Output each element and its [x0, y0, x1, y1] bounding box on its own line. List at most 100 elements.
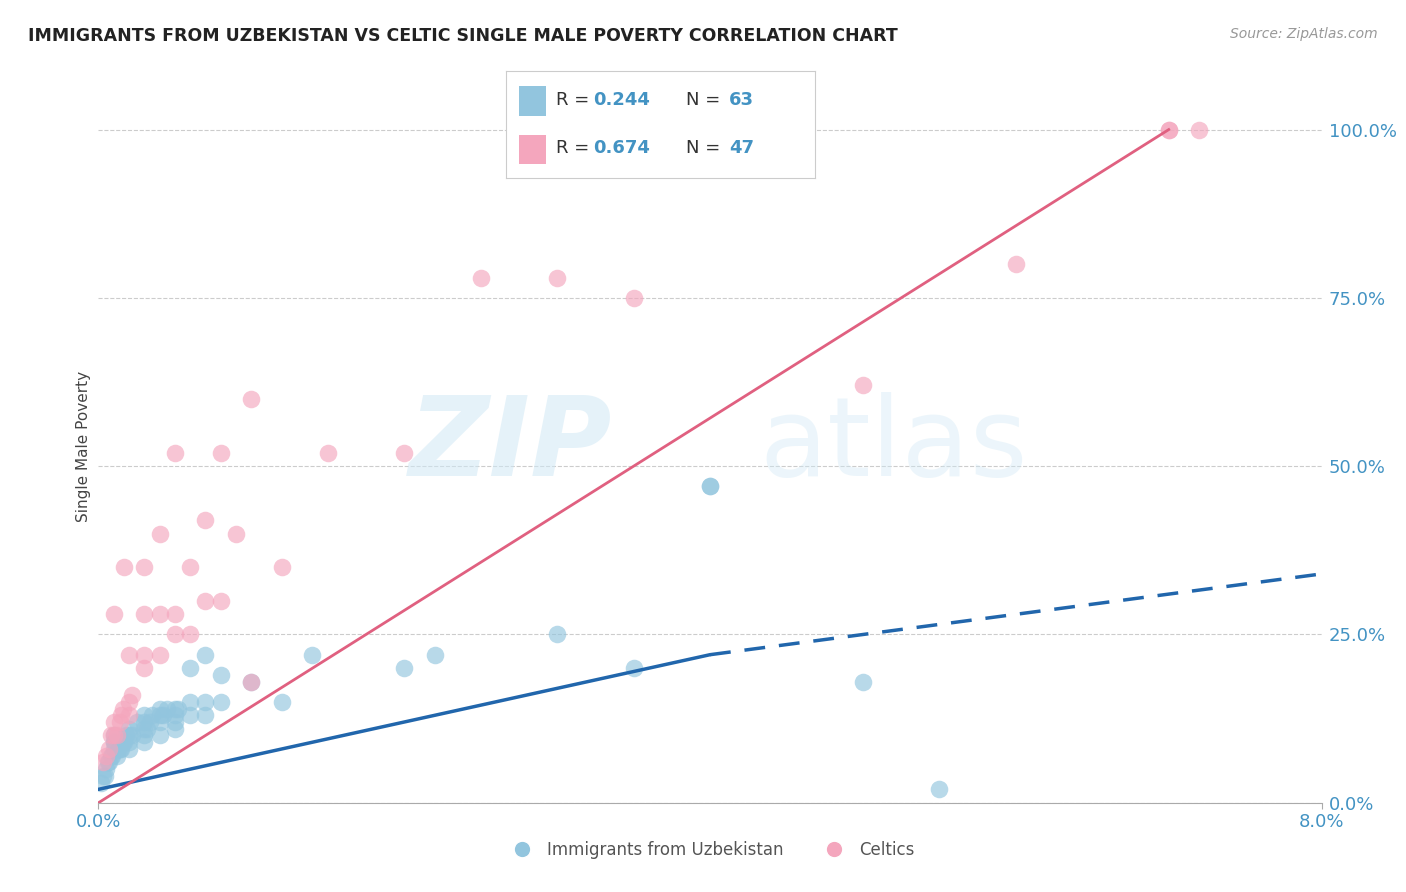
- Point: [209, 695, 232, 709]
- Bar: [519, 87, 547, 116]
- Point: [141, 708, 163, 723]
- Point: [110, 708, 132, 723]
- Point: [852, 378, 875, 392]
- Point: [152, 708, 174, 723]
- Point: [852, 674, 875, 689]
- Point: [101, 748, 124, 763]
- Point: [94, 762, 117, 776]
- Text: N =: N =: [686, 91, 725, 109]
- Point: [163, 446, 186, 460]
- Point: [103, 714, 125, 729]
- Point: [134, 729, 156, 743]
- Point: [91, 769, 114, 783]
- Point: [163, 714, 186, 729]
- Point: [546, 270, 568, 285]
- Point: [209, 446, 232, 460]
- Point: [163, 722, 186, 736]
- Point: [118, 729, 141, 743]
- Point: [98, 756, 121, 770]
- Point: [163, 627, 186, 641]
- Point: [108, 742, 131, 756]
- Point: [225, 526, 247, 541]
- Legend: Immigrants from Uzbekistan, Celtics: Immigrants from Uzbekistan, Celtics: [499, 835, 921, 866]
- Bar: [519, 135, 547, 164]
- Point: [928, 782, 950, 797]
- Point: [105, 748, 128, 763]
- Point: [194, 594, 217, 608]
- Point: [179, 661, 201, 675]
- Point: [163, 701, 186, 715]
- Point: [103, 729, 125, 743]
- Point: [240, 674, 263, 689]
- Point: [93, 769, 115, 783]
- Point: [194, 708, 217, 723]
- Text: 47: 47: [728, 139, 754, 157]
- Point: [240, 392, 263, 406]
- Point: [134, 648, 156, 662]
- Point: [392, 446, 416, 460]
- Point: [134, 607, 156, 622]
- Point: [623, 661, 645, 675]
- Point: [301, 648, 323, 662]
- Point: [103, 735, 125, 749]
- Text: atlas: atlas: [759, 392, 1028, 500]
- Point: [179, 560, 201, 574]
- Point: [270, 560, 294, 574]
- Point: [167, 701, 190, 715]
- Point: [699, 479, 721, 493]
- Point: [316, 446, 339, 460]
- Text: R =: R =: [555, 91, 595, 109]
- Point: [139, 714, 162, 729]
- Point: [1157, 122, 1180, 136]
- Point: [149, 708, 172, 723]
- Point: [699, 479, 721, 493]
- Text: ZIP: ZIP: [409, 392, 612, 500]
- Point: [179, 627, 201, 641]
- Point: [470, 270, 492, 285]
- Point: [103, 607, 125, 622]
- Text: 63: 63: [728, 91, 754, 109]
- Point: [149, 714, 172, 729]
- Point: [134, 560, 156, 574]
- Point: [134, 714, 156, 729]
- Point: [134, 708, 156, 723]
- Point: [118, 708, 141, 723]
- Point: [118, 742, 141, 756]
- Point: [100, 729, 122, 743]
- Point: [209, 668, 232, 682]
- Point: [194, 695, 217, 709]
- Point: [91, 756, 114, 770]
- Point: [1157, 122, 1180, 136]
- Point: [118, 722, 141, 736]
- Point: [118, 695, 141, 709]
- Text: IMMIGRANTS FROM UZBEKISTAN VS CELTIC SINGLE MALE POVERTY CORRELATION CHART: IMMIGRANTS FROM UZBEKISTAN VS CELTIC SIN…: [28, 27, 898, 45]
- Point: [111, 735, 134, 749]
- Text: Source: ZipAtlas.com: Source: ZipAtlas.com: [1230, 27, 1378, 41]
- Point: [392, 661, 416, 675]
- Point: [103, 729, 125, 743]
- Point: [118, 735, 141, 749]
- Point: [240, 674, 263, 689]
- Point: [270, 695, 294, 709]
- Point: [125, 714, 148, 729]
- Point: [623, 291, 645, 305]
- Point: [209, 594, 232, 608]
- Point: [105, 729, 128, 743]
- Point: [163, 607, 186, 622]
- Point: [97, 756, 120, 770]
- Point: [94, 748, 117, 763]
- Point: [136, 722, 159, 736]
- Point: [156, 701, 179, 715]
- Point: [110, 742, 132, 756]
- Point: [163, 708, 186, 723]
- Point: [546, 627, 568, 641]
- Point: [179, 708, 201, 723]
- Point: [107, 742, 129, 756]
- Point: [98, 742, 121, 756]
- Y-axis label: Single Male Poverty: Single Male Poverty: [76, 370, 91, 522]
- Point: [194, 513, 217, 527]
- Point: [134, 735, 156, 749]
- Text: 0.674: 0.674: [593, 139, 650, 157]
- Point: [149, 648, 172, 662]
- Point: [1004, 257, 1026, 271]
